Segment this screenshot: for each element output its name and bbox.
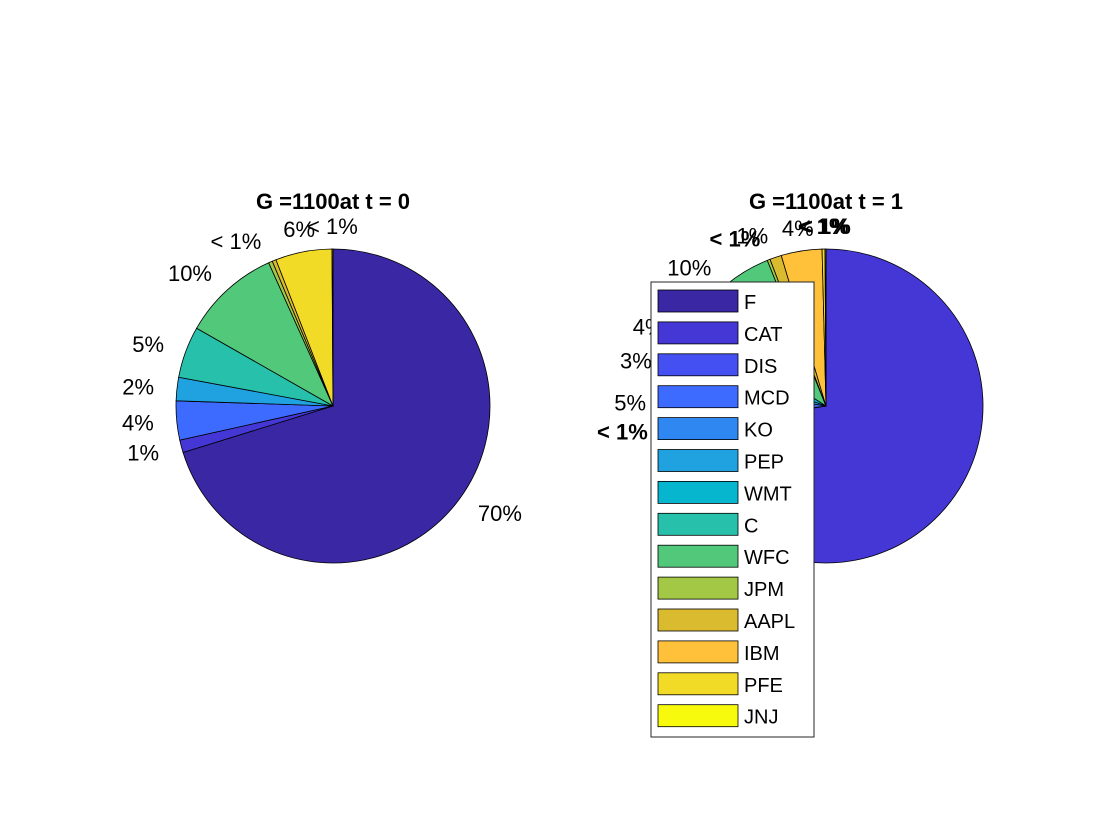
legend-swatch-jnj (657, 704, 739, 728)
legend-swatch-cat (657, 321, 739, 345)
pie-t1-label-jpm: < 1% (710, 226, 761, 251)
pie-t0-label-mcd: 4% (122, 411, 154, 436)
pie-t1-label-pfe: < 1% (798, 214, 849, 239)
legend-label-mcd: MCD (744, 388, 790, 410)
pie-t0-label-jnj: < 1% (307, 214, 358, 239)
pie-t1-label-wfc: 10% (667, 255, 711, 280)
pie-t0-label-cat: 1% (127, 440, 159, 465)
legend-box (650, 281, 815, 738)
legend-swatch-jpm (657, 576, 739, 600)
legend-label-aapl: AAPL (744, 611, 795, 633)
legend: F CAT DIS MCD KO PEP WMT C WFC JPM AAPL IBM PFE JNJ (650, 281, 815, 738)
legend-swatch-pep (657, 449, 739, 472)
legend-swatch-ibm (657, 640, 739, 664)
legend-label-wmt: WMT (744, 483, 792, 505)
pie-t0-label-c: 5% (132, 332, 164, 357)
pie-t0-slice-jnj (331, 248, 334, 407)
pie-t1-label-aapl: 1% (736, 224, 768, 249)
legend-swatch-aapl (657, 608, 739, 632)
legend-label-cat: CAT (744, 324, 783, 346)
pie-t0-label-jpm: < 1% (211, 229, 262, 254)
pie-chart-t0: 70%1%4%2%5%10%< 1% 6%< 1% G =1100at t = 0 (122, 189, 522, 564)
legend-swatch-pfe (657, 672, 739, 696)
legend-label-pep: PEP (744, 452, 784, 474)
pie-t0-slice-wfc (196, 262, 334, 407)
legend-label-f: F (744, 292, 756, 314)
legend-swatch-c (657, 512, 739, 536)
legend-swatch-f (657, 289, 739, 313)
legend-label-wfc: WFC (744, 547, 790, 569)
legend-label-ko: KO (744, 420, 773, 442)
legend-label-jpm: JPM (744, 579, 784, 601)
pie-t0-label-pfe: 6% (283, 217, 315, 242)
legend-swatch-wfc (657, 544, 739, 568)
pie-title-t0: G =1100at t = 0 (256, 189, 410, 214)
pie-t0-label-wfc: 10% (168, 261, 212, 286)
legend-label-pfe: PFE (744, 675, 783, 697)
pie-t0-slice-f (182, 248, 491, 564)
legend-swatch-ko (657, 417, 739, 441)
pie-t1-label-ibm: 4% (782, 216, 814, 241)
pie-t0-label-f: 70% (478, 501, 522, 526)
legend-label-ibm: IBM (744, 643, 780, 665)
pie-title-t1: G =1100at t = 1 (749, 189, 903, 214)
pie-t1-label-jnj: < 1% (800, 214, 851, 239)
legend-label-jnj: JNJ (744, 707, 778, 729)
legend-label-dis: DIS (744, 356, 777, 378)
pie-t0-label-pep: 2% (122, 375, 154, 400)
legend-label-c: C (744, 515, 758, 537)
legend-swatch-wmt (657, 480, 739, 504)
legend-swatch-mcd (657, 385, 739, 409)
pie-t1-label-dis: < 1% (597, 419, 648, 444)
pie-t1-label-mcd: 5% (614, 391, 646, 416)
pie-t1-label-pep: 3% (620, 349, 652, 374)
legend-swatch-dis (657, 353, 739, 377)
pie-t1-slice-jnj (824, 248, 827, 407)
